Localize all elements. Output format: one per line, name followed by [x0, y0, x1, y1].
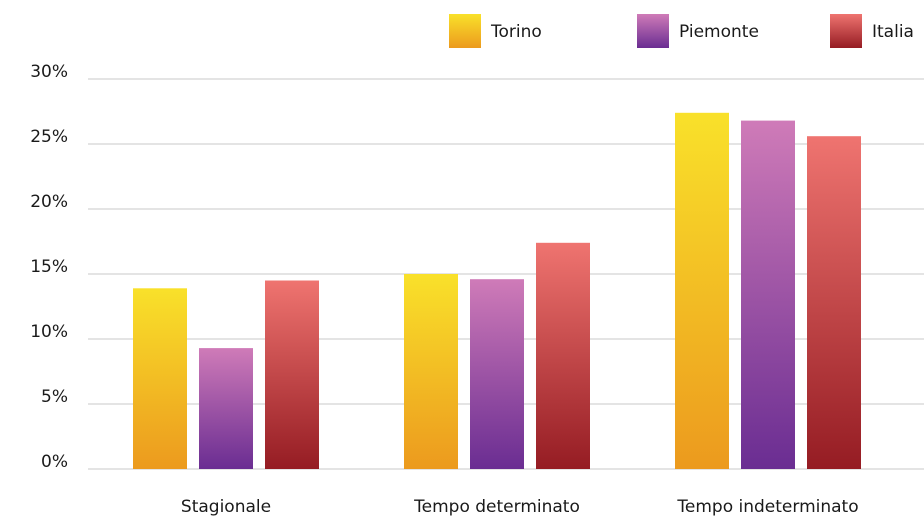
x-category-label: Tempo indeterminato — [676, 497, 858, 517]
y-tick-label: 10% — [30, 322, 68, 342]
bar-torino-0 — [133, 288, 187, 469]
y-axis-ticks: 0% 5% 10% 15% 20% 25% 30% — [30, 62, 68, 472]
bar-piemonte-1 — [470, 279, 524, 469]
y-tick-label: 20% — [30, 192, 68, 212]
legend: Torino Piemonte Italia — [449, 14, 914, 48]
legend-swatch — [449, 14, 481, 48]
legend-label: Italia — [872, 22, 914, 42]
bar-italia-1 — [536, 242, 590, 469]
y-tick-label: 5% — [41, 387, 68, 407]
y-tick-label: 15% — [30, 257, 68, 277]
y-tick-label: 30% — [30, 62, 68, 82]
x-category-label: Tempo determinato — [413, 497, 580, 517]
bar-italia-2 — [807, 136, 861, 469]
bar-torino-2 — [675, 112, 729, 470]
x-category-label: Stagionale — [181, 497, 271, 517]
bars — [133, 112, 861, 470]
y-tick-label: 25% — [30, 127, 68, 147]
y-tick-label: 0% — [41, 452, 68, 472]
legend-swatch — [830, 14, 862, 48]
legend-swatch — [637, 14, 669, 48]
legend-label: Torino — [490, 22, 542, 42]
bar-piemonte-2 — [741, 120, 795, 469]
bar-torino-1 — [404, 274, 458, 469]
bar-piemonte-0 — [199, 348, 253, 469]
x-axis-categories: Stagionale Tempo determinato Tempo indeter… — [181, 497, 859, 517]
bar-italia-0 — [265, 280, 319, 469]
legend-label: Piemonte — [679, 22, 759, 42]
